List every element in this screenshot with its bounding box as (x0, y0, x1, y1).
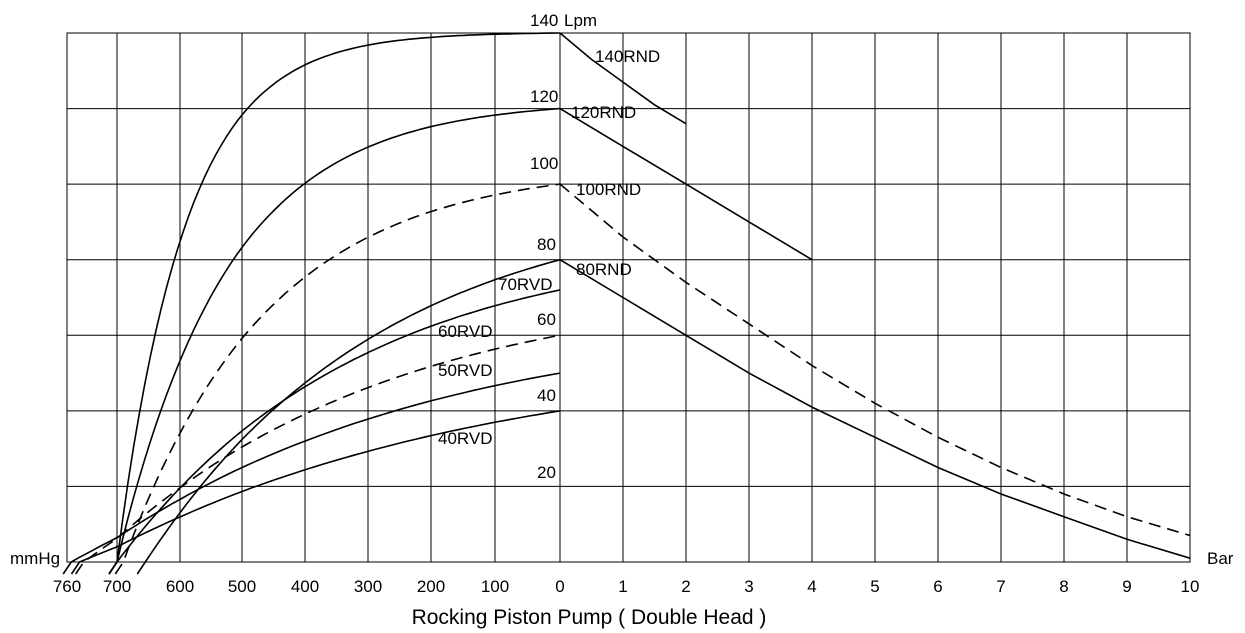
x-tick-bar-7: 7 (996, 577, 1005, 596)
x-tick-bar-5: 5 (870, 577, 879, 596)
curve-label-140RND: 140RND (595, 47, 660, 66)
curve-label-70RVD: 70RVD (498, 275, 553, 294)
grid (66, 32, 1191, 563)
y-tick-20: 20 (537, 463, 556, 482)
x-tick-bar-2: 2 (681, 577, 690, 596)
pressure-curve-120RND (559, 107, 813, 261)
vacuum-curve-140RND (108, 32, 561, 575)
x-tick-bar-9: 9 (1122, 577, 1131, 596)
vacuum-curve-70RVD (108, 289, 561, 575)
vacuum-curve-80RND (136, 258, 561, 575)
x-axis-title: Rocking Piston Pump ( Double Head ) (412, 606, 767, 629)
right-axis-unit: Bar (1207, 549, 1234, 568)
x-tick-mmhg-0: 0 (555, 577, 564, 596)
y-tick-80: 80 (537, 235, 556, 254)
curve-label-60RVD: 60RVD (438, 322, 493, 341)
curve-label-40RVD: 40RVD (438, 429, 493, 448)
x-tick-mmhg-760: 760 (53, 577, 81, 596)
x-tick-bar-10: 10 (1181, 577, 1200, 596)
x-tick-mmhg-300: 300 (354, 577, 382, 596)
curve-label-120RND: 120RND (571, 103, 636, 122)
y-tick-120: 120 (530, 87, 558, 106)
left-axis-unit: mmHg (10, 549, 60, 568)
x-tick-bar-3: 3 (744, 577, 753, 596)
plot-frame (66, 32, 1191, 563)
curve-label-80RND: 80RND (576, 260, 632, 279)
x-tick-mmhg-200: 200 (417, 577, 445, 596)
x-tick-mmhg-100: 100 (481, 577, 509, 596)
labels: 140 Lpm 120 100 80 60 40 20 140RND 120RN… (10, 11, 1234, 629)
y-tick-140: 140 (530, 11, 558, 30)
vacuum-curve-120RND (108, 107, 561, 575)
x-tick-bar-1: 1 (618, 577, 627, 596)
vacuum-curve-100RND (114, 183, 561, 575)
pressure-curve-100RND (559, 183, 1191, 537)
curve-label-100RND: 100RND (576, 180, 641, 199)
vacuum-curve-40RVD (70, 410, 561, 575)
y-tick-60: 60 (537, 310, 556, 329)
x-tick-bar-8: 8 (1059, 577, 1068, 596)
lpm-unit-label: Lpm (564, 11, 597, 30)
pressure-curve-80RND (559, 259, 1191, 559)
x-tick-mmhg-400: 400 (291, 577, 319, 596)
x-tick-mmhg-500: 500 (228, 577, 256, 596)
x-tick-mmhg-700: 700 (103, 577, 131, 596)
x-tick-bar-6: 6 (933, 577, 942, 596)
curve-label-50RVD: 50RVD (438, 361, 493, 380)
x-tick-bar-4: 4 (807, 577, 816, 596)
curves (62, 32, 1191, 575)
vacuum-curve-50RVD (62, 372, 561, 575)
y-tick-100: 100 (530, 154, 558, 173)
pressure-curve-140RND (559, 32, 687, 125)
y-tick-40: 40 (537, 386, 556, 405)
x-tick-mmhg-600: 600 (166, 577, 194, 596)
vacuum-curve-60RVD (75, 334, 561, 575)
